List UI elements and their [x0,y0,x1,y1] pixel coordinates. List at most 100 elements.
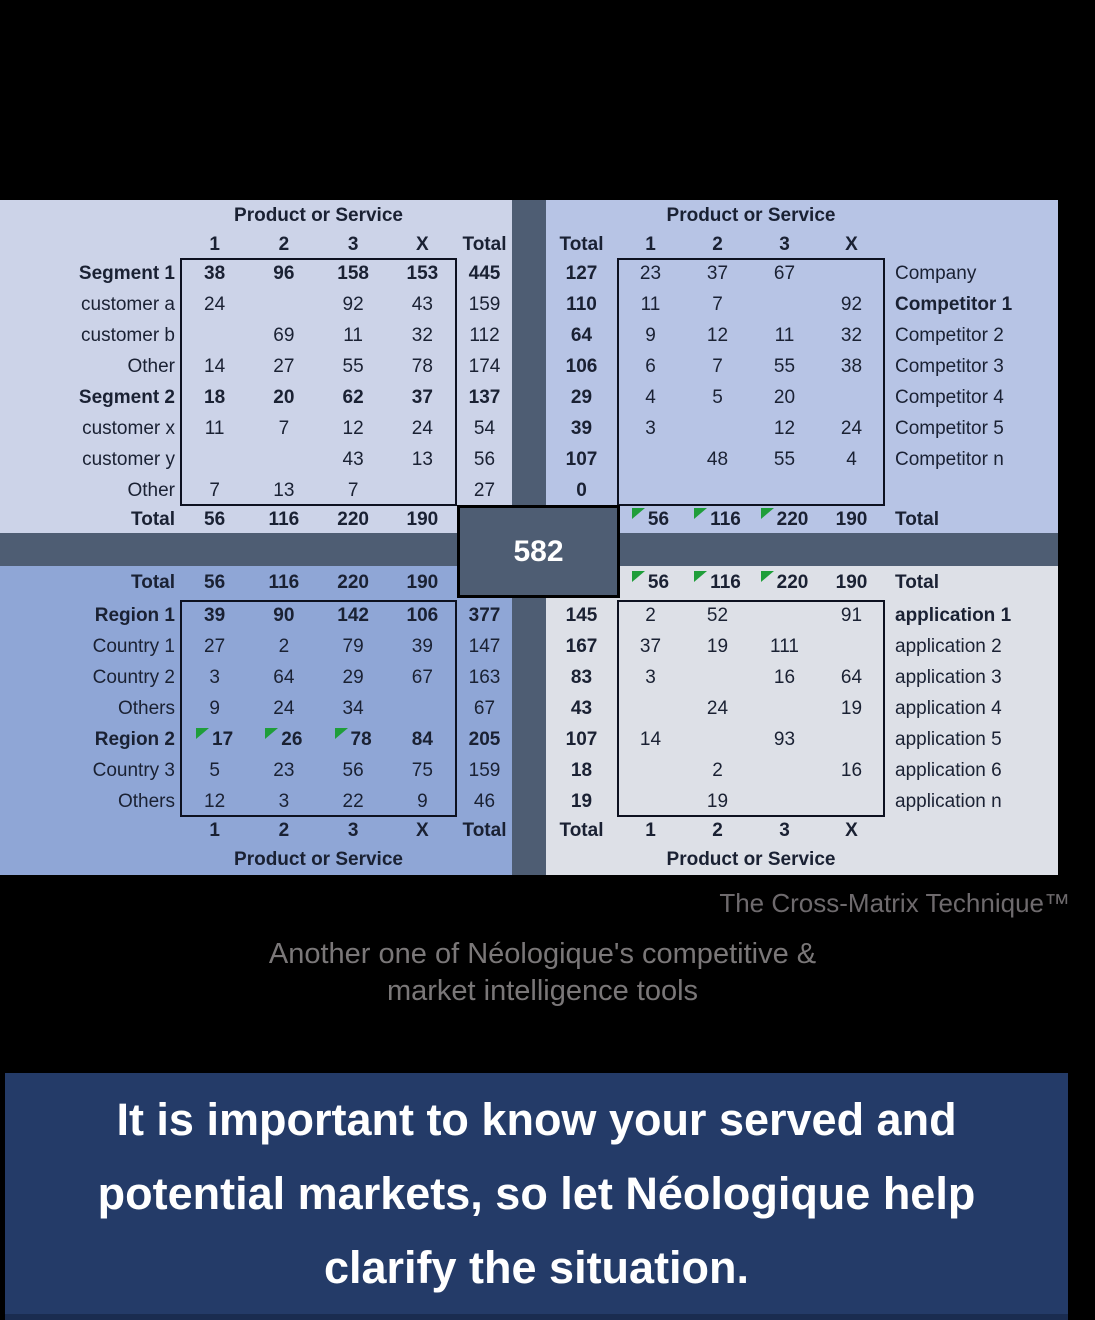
column-header: 1 [645,234,656,255]
row-label: application n [895,790,1002,812]
row-label: customer b [81,324,175,346]
table-row: customer a 24 92 43 159 [0,289,512,320]
cell-value: 20 [773,386,796,408]
cell-total: 205 [468,728,501,750]
cell-value: 93 [773,728,796,750]
row-label: Segment 2 [78,386,175,408]
row-label: Competitor 1 [895,293,1013,315]
cell-value: 37 [411,386,433,408]
row-label: Others [117,697,175,719]
grand-total-value: 582 [513,534,564,568]
cell-value: 62 [342,386,364,408]
cell-total: 377 [468,604,501,626]
column-total: 190 [406,572,439,593]
column-total: 116 [684,571,751,594]
green-corner-flag-icon [631,571,645,582]
column-header: 1 [209,234,220,255]
grand-total-box: 582 [457,505,620,598]
cell-value: 12 [204,790,226,812]
row-label: Competitor 2 [895,324,1004,346]
subtitle-caption: Another one of Néologique's competitive … [0,936,1085,1010]
quadrant-competitors: Product or Service Total 1 2 3 X 127 23 37 67 Co… [546,200,1058,533]
cell-total: 64 [570,324,593,346]
cell-value: 6 [645,355,656,377]
column-header: 2 [278,234,290,255]
green-corner-flag-icon [694,571,708,582]
row-label: Others [117,790,175,812]
column-footer-row: 1 2 3 X Total [0,817,512,845]
row-label: Region 1 [94,604,175,626]
row-label: Country 2 [92,666,175,688]
column-header-row: 1 2 3 X Total [0,232,512,258]
table-row: 43 24 19 application 4 [546,693,1058,724]
axis-title-row: Product or Service [0,845,512,875]
cell-value: 24 [706,697,729,719]
column-header: Total [462,234,507,255]
message-banner: It is important to know your served and … [5,1073,1068,1320]
cell-value: 79 [342,635,364,657]
cell-value: 56 [342,759,364,781]
cell-value: 24 [273,697,295,719]
cell-value: 17 [180,727,249,751]
row-label: Other [127,355,175,377]
table-row: customer y 43 13 56 [0,444,512,475]
axis-title-row: Product or Service [546,845,1058,875]
column-total: 56 [617,507,684,531]
cell-total: 39 [570,417,593,439]
cell-total: 174 [468,355,501,377]
column-total: 116 [684,507,751,531]
table-row: 110 11 7 92 Competitor 1 [546,289,1058,320]
table-row: Country 3 5 23 56 75 159 [0,755,512,786]
cell-value: 4 [846,448,857,470]
cell-total: 67 [473,697,496,719]
cell-value: 20 [273,386,295,408]
green-corner-flag-icon [631,507,645,519]
total-row: 56 116 220 190 Total [546,506,1058,533]
axis-title: Product or Service [234,205,403,226]
column-total: 56 [204,508,226,530]
row-label: customer x [82,417,175,439]
cell-value: 29 [342,666,364,688]
cell-total: 110 [566,293,597,315]
cell-total: 127 [565,262,598,284]
cell-total: 83 [570,666,593,688]
green-corner-flag-icon [694,507,708,519]
cell-total: 46 [473,790,496,812]
column-header-row: Total 1 2 3 X [546,232,1058,258]
cell-total: 112 [469,324,500,346]
cell-value: 2 [712,759,723,781]
quadrant-segments: Product or Service 1 2 3 X Total Segment 1 38… [0,200,512,533]
total-header-row: 56 116 220 190 Total [546,566,1058,600]
row-label: application 2 [895,635,1002,657]
cell-value: 92 [342,293,364,315]
cell-value: 23 [273,759,295,781]
cell-value: 84 [411,728,433,750]
cell-value: 2 [645,604,656,626]
cell-value: 9 [645,324,656,346]
cell-value: 19 [706,790,729,812]
cell-value: 158 [337,262,369,284]
cell-value: 55 [773,355,796,377]
cell-total: 145 [565,604,598,626]
cell-value: 11 [640,293,661,315]
axis-title: Product or Service [666,849,836,870]
cell-total: 107 [565,728,598,750]
column-header: X [845,820,858,841]
quadrant-applications: 56 116 220 190 Total 145 2 52 91 application 1 16… [546,566,1058,875]
green-corner-flag-icon [760,507,774,519]
axis-title-row: Product or Service [546,200,1058,232]
column-total: 220 [337,572,369,593]
cell-value: 7 [209,479,220,501]
table-row: 167 37 19 111 application 2 [546,631,1058,662]
cell-value: 9 [209,697,220,719]
column-header: 2 [278,820,290,841]
row-label: customer y [82,448,175,470]
technique-caption: The Cross-Matrix Technique™ [719,888,1070,918]
cell-value: 7 [278,417,290,439]
row-label: Country 3 [92,759,175,781]
table-row: 29 4 5 20 Competitor 4 [546,382,1058,413]
cell-value: 7 [712,293,723,315]
cell-value: 13 [411,448,433,470]
column-total: 116 [268,572,300,593]
cell-value: 69 [273,324,295,346]
